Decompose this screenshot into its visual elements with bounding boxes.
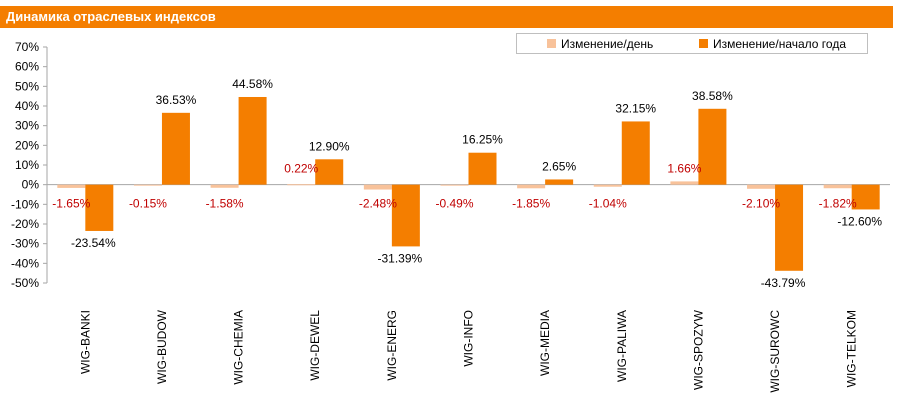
legend-item-daily: Изменение/день [547, 36, 653, 52]
x-tick-label: WIG-ENERG [385, 310, 399, 381]
legend-swatch-ytd [699, 39, 708, 48]
data-label-ytd: 16.25% [462, 133, 503, 147]
y-tick-label: -10% [11, 197, 39, 211]
x-tick-label: WIG-INFO [462, 310, 476, 367]
bar-daily-wig-chemia [210, 184, 239, 188]
data-label-daily: -1.85% [512, 197, 550, 211]
data-label-daily: -1.65% [52, 197, 90, 211]
bar-ytd-wig-telkom [851, 184, 880, 210]
y-tick-label: 40% [15, 99, 39, 113]
bar-daily-wig-info [440, 184, 469, 186]
y-tick-label: -40% [11, 256, 39, 270]
x-tick-label: WIG-CHEMIA [232, 310, 246, 385]
bar-ytd-wig-spozyw [698, 108, 727, 185]
data-label-daily: -0.49% [435, 197, 473, 211]
bar-ytd-wig-info [468, 152, 497, 185]
data-label-daily: -1.82% [819, 197, 857, 211]
bar-ytd-wig-budow [161, 112, 190, 185]
y-tick-label: 10% [15, 158, 39, 172]
data-label-ytd: 38.58% [692, 89, 733, 103]
y-tick-label: -20% [11, 217, 39, 231]
data-label-daily: 0.22% [284, 162, 318, 176]
bar-ytd-wig-banki [85, 184, 114, 231]
x-tick-label: WIG-SPOZYW [691, 309, 705, 390]
y-tick-label: 0% [22, 178, 40, 192]
legend: Изменение/день Изменение/начало года [516, 33, 868, 54]
bar-daily-wig-media [517, 184, 546, 189]
data-label-ytd: 44.58% [232, 77, 273, 91]
bar-ytd-wig-energ [391, 184, 420, 247]
bar-daily-wig-banki [57, 184, 86, 188]
legend-label-daily: Изменение/день [561, 37, 654, 51]
x-tick-label: WIG-MEDIA [538, 310, 552, 376]
data-label-ytd: 36.53% [156, 93, 197, 107]
bar-daily-wig-paliwa [593, 184, 622, 187]
data-label-daily: 1.66% [667, 162, 701, 176]
y-tick-label: 70% [15, 40, 39, 54]
y-tick-label: 50% [15, 79, 39, 93]
data-label-ytd: 2.65% [542, 159, 576, 173]
data-label-ytd: -31.39% [378, 251, 423, 265]
bar-daily-wig-energ [363, 184, 392, 190]
bar-ytd-wig-dewel [315, 159, 344, 185]
x-tick-label: WIG-DEWEL [308, 310, 322, 381]
data-label-ytd: -43.79% [761, 276, 806, 290]
legend-item-ytd: Изменение/начало года [699, 36, 846, 52]
bar-ytd-wig-surowc [775, 184, 804, 271]
data-label-ytd: 12.90% [309, 139, 350, 153]
bar-ytd-wig-paliwa [621, 121, 650, 185]
y-tick-label: 30% [15, 119, 39, 133]
bar-daily-wig-telkom [823, 184, 852, 189]
data-label-daily: -2.10% [742, 197, 780, 211]
y-tick-label: 60% [15, 60, 39, 74]
x-tick-label: WIG-TELKOM [845, 310, 859, 387]
x-tick-label: WIG-PALIWA [615, 310, 629, 382]
legend-swatch-daily [547, 39, 556, 48]
bar-daily-wig-surowc [747, 184, 776, 189]
y-tick-label: -50% [11, 276, 39, 290]
chart-title: Динамика отраслевых индексов [0, 6, 893, 28]
x-tick-label: WIG-SUROWC [768, 310, 782, 393]
data-label-daily: -0.15% [129, 197, 167, 211]
x-tick-label: WIG-BUDOW [155, 309, 169, 384]
bar-ytd-wig-chemia [238, 96, 267, 185]
data-label-daily: -1.58% [206, 197, 244, 211]
data-label-ytd: -12.60% [837, 214, 882, 228]
bar-daily-wig-spozyw [670, 181, 699, 185]
data-label-daily: -1.04% [589, 197, 627, 211]
y-tick-label: -30% [11, 237, 39, 251]
y-tick-label: 20% [15, 138, 39, 152]
data-label-daily: -2.48% [359, 197, 397, 211]
data-label-ytd: 32.15% [615, 101, 656, 115]
bar-daily-wig-budow [133, 184, 162, 186]
x-tick-label: WIG-BANKI [78, 310, 92, 374]
bar-ytd-wig-media [545, 179, 574, 185]
bar-daily-wig-dewel [287, 184, 316, 186]
data-label-ytd: -23.54% [71, 236, 116, 250]
legend-label-ytd: Изменение/начало года [713, 37, 846, 51]
